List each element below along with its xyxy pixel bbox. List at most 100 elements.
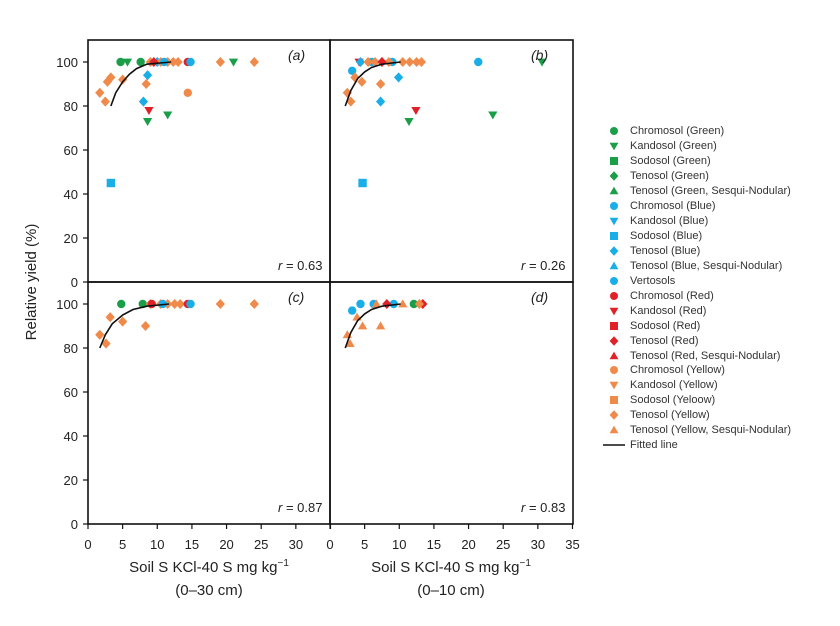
x-axis-label-superscript: −1	[519, 558, 531, 569]
data-point	[358, 178, 367, 188]
data-point	[414, 298, 424, 310]
legend-marker-tri-up	[609, 351, 619, 359]
data-point	[95, 87, 105, 98]
legend-item: Tenosol (Blue)	[603, 244, 791, 259]
legend-marker-square	[610, 157, 618, 166]
legend-label: Vertosols	[630, 274, 676, 287]
series-kandosol-red-	[354, 58, 421, 116]
legend-label: Tenosol (Red)	[630, 334, 699, 347]
y-axis-label: Relative yield (%)	[23, 224, 40, 341]
legend-label: Sodosol (Red)	[630, 319, 701, 332]
legend-marker-icon	[610, 232, 618, 241]
legend-item: Tenosol (Yellow)	[603, 408, 791, 423]
data-point	[416, 56, 427, 68]
legend-marker-icon	[609, 143, 619, 151]
data-point	[357, 321, 368, 330]
legend-label: Tenosol (Blue)	[630, 244, 701, 257]
legend-item: Tenosol (Yellow, Sesqui-Nodular)	[603, 423, 791, 438]
data-point	[138, 96, 149, 107]
data-point	[106, 178, 116, 188]
data-point	[101, 338, 111, 349]
x-tick-label: 20	[219, 537, 233, 552]
data-point	[356, 299, 365, 309]
data-point	[215, 56, 225, 68]
legend-marker-circle	[610, 127, 618, 136]
data-point	[175, 298, 185, 310]
series-sodosol-blue-	[106, 178, 116, 188]
data-point	[398, 299, 408, 308]
legend-marker-icon	[609, 351, 619, 359]
fitted-line	[344, 303, 401, 349]
legend-label: Kandosol (Yellow)	[630, 379, 718, 392]
legend-marker-tri-down	[609, 217, 619, 226]
r-label: r = 0.26	[521, 258, 565, 273]
legend-item: Kandosol (Blue)	[603, 214, 791, 229]
legend-label: Sodosol (Yeloow)	[630, 394, 716, 407]
series-tenosol-yellow-	[414, 298, 424, 310]
legend-label: Chromosol (Green)	[630, 125, 725, 138]
data-point	[411, 56, 422, 68]
series-chromosol-green-	[409, 299, 419, 309]
data-point	[488, 111, 498, 120]
series-sodosol-blue-	[358, 178, 367, 188]
legend-marker-diamond	[609, 246, 619, 256]
data-point	[371, 299, 382, 308]
legend-marker-circle	[610, 366, 618, 375]
panel-label: (a)	[288, 47, 305, 63]
data-point	[357, 76, 367, 87]
legend-marker-circle	[610, 276, 618, 285]
legend-marker-tri-down	[609, 382, 619, 390]
x-axis-label-right: Soil S KCl-40 S mg kg−1	[371, 558, 531, 576]
x-tick-label: 10	[150, 537, 164, 552]
legend-marker-icon	[609, 307, 619, 316]
data-point	[106, 72, 116, 83]
data-point	[163, 111, 173, 120]
legend-label: Fitted line	[630, 439, 678, 452]
data-point	[228, 58, 239, 67]
y-tick-label: 60	[64, 385, 78, 400]
data-point	[105, 312, 115, 323]
data-point	[370, 56, 380, 68]
data-point	[537, 58, 547, 67]
series-tenosol-red-	[377, 56, 387, 68]
r-value: = 0.83	[529, 500, 566, 515]
legend-label: Sodosol (Green)	[630, 155, 711, 168]
series-kandosol-green-	[404, 58, 547, 127]
series-kandosol-red-	[144, 107, 154, 116]
legend-item: Chromosol (Blue)	[603, 199, 791, 214]
data-point	[169, 298, 180, 310]
legend-item: Kandosol (Green)	[603, 139, 791, 154]
panel-d: (d) r = 0.83	[342, 289, 566, 515]
legend-label: Tenosol (Green)	[630, 170, 709, 183]
y-tick-label: 100	[56, 55, 78, 70]
series-kandosol-green-	[122, 58, 239, 127]
legend-label: Tenosol (Yellow, Sesqui-Nodular)	[630, 424, 792, 437]
data-point	[215, 298, 225, 310]
legend-item: Fitted line	[603, 438, 791, 453]
data-point	[118, 74, 128, 85]
data-point	[122, 58, 133, 67]
r-value: = 0.63	[286, 258, 323, 273]
legend-marker-icon	[610, 396, 618, 405]
data-point	[363, 56, 373, 68]
legend-marker-tri-up	[609, 425, 619, 434]
data-point	[183, 88, 192, 98]
y-tick-label: 20	[64, 231, 78, 246]
legend-marker-diamond	[609, 335, 619, 346]
r-value: = 0.26	[529, 258, 566, 273]
data-point	[249, 56, 259, 68]
y-tick-label: 60	[64, 143, 78, 158]
panel-frame-c	[87, 281, 331, 525]
data-point	[375, 96, 386, 107]
fitted-line	[344, 61, 401, 107]
x-axis-label-text: Soil S KCl-40 S mg kg	[129, 559, 277, 576]
legend-item: Sodosol (Red)	[603, 318, 791, 333]
data-point	[142, 118, 153, 127]
data-point	[398, 56, 408, 68]
data-point	[375, 78, 386, 90]
x-axis-depth-left: (0–30 cm)	[175, 582, 243, 599]
legend-marker-icon	[610, 202, 618, 211]
legend-marker-icon	[603, 444, 625, 446]
legend-item: Sodosol (Yeloow)	[603, 393, 791, 408]
legend-marker-icon	[610, 157, 618, 166]
